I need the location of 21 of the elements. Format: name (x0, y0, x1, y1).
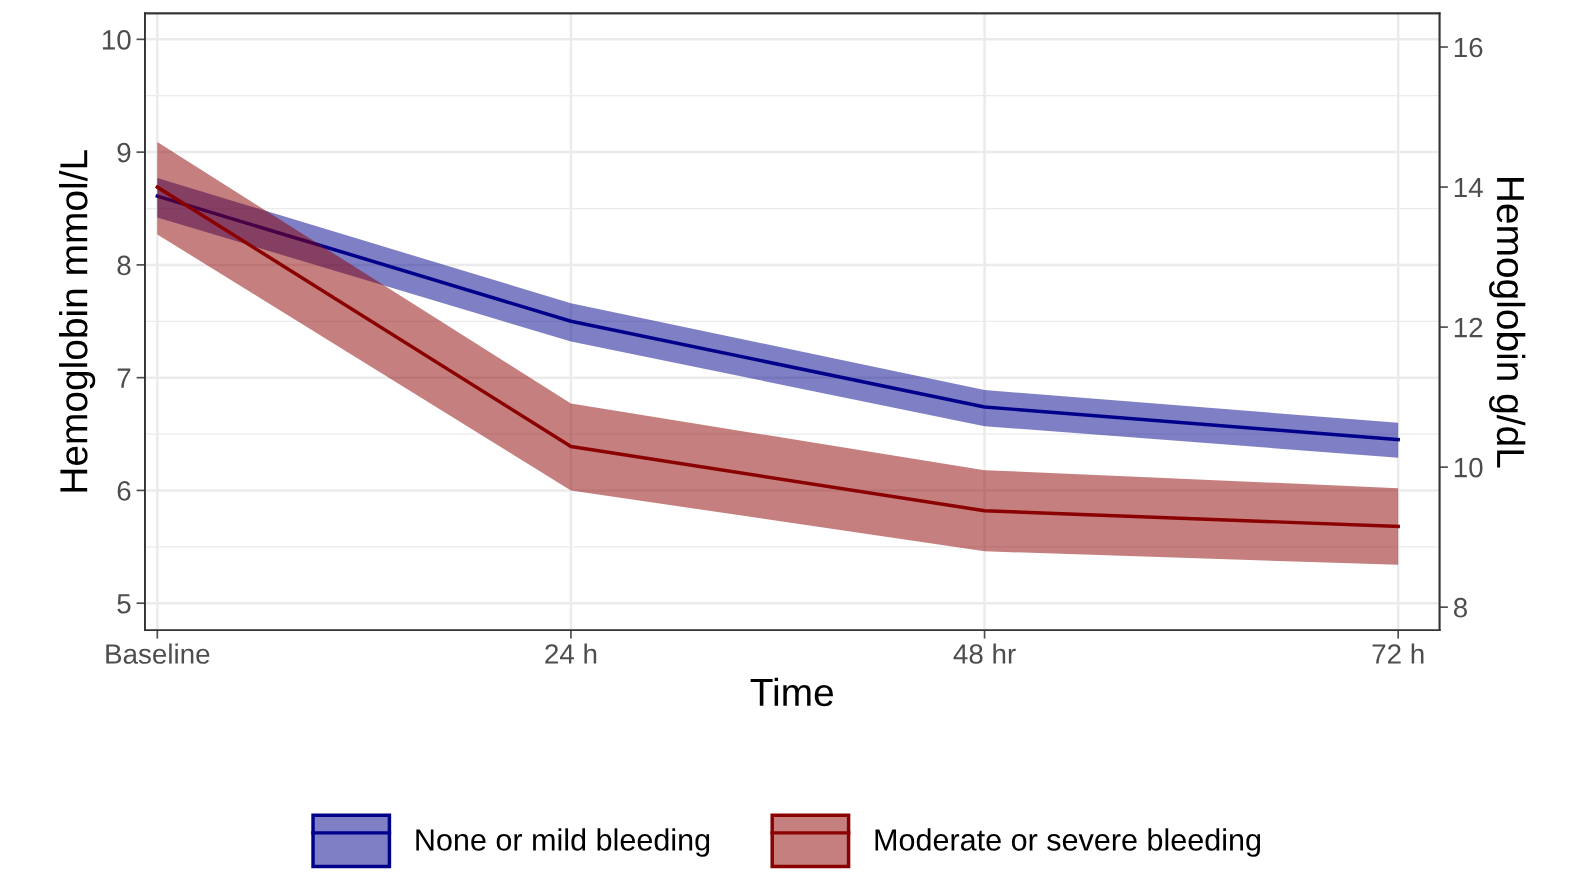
legend-label: None or mild bleeding (416, 828, 710, 857)
line-series (155, 185, 1400, 529)
y2-tick-label: 14 (1454, 178, 1483, 198)
y-tick-label: 5 (117, 594, 131, 614)
y2-tick-label: 8 (1453, 597, 1467, 618)
x-tick-label: 48 hr (953, 643, 1016, 664)
y2-axis-title: Hemoglobin g/dL (1489, 178, 1526, 468)
y-axis-title: Hemoglobin mmol/L (59, 150, 96, 492)
y-tick-label: 6 (117, 481, 131, 501)
legend-label: Moderate or severe bleeding (875, 828, 1261, 857)
y2-tick-label: 12 (1454, 317, 1483, 338)
y-tick-label: 10 (102, 30, 131, 50)
y-tick-label: 8 (117, 255, 131, 276)
y-tick-label: 7 (117, 368, 131, 388)
x-tick-label: 72 h (1372, 643, 1424, 664)
y2-tick-label: 16 (1454, 37, 1483, 58)
x-tick-label: 24 h (545, 643, 597, 664)
y-tick-label: 9 (117, 142, 131, 163)
x-tick-label: Baseline (106, 643, 210, 664)
x-axis-title: Time (750, 677, 833, 707)
y2-tick-label: 10 (1454, 457, 1483, 478)
